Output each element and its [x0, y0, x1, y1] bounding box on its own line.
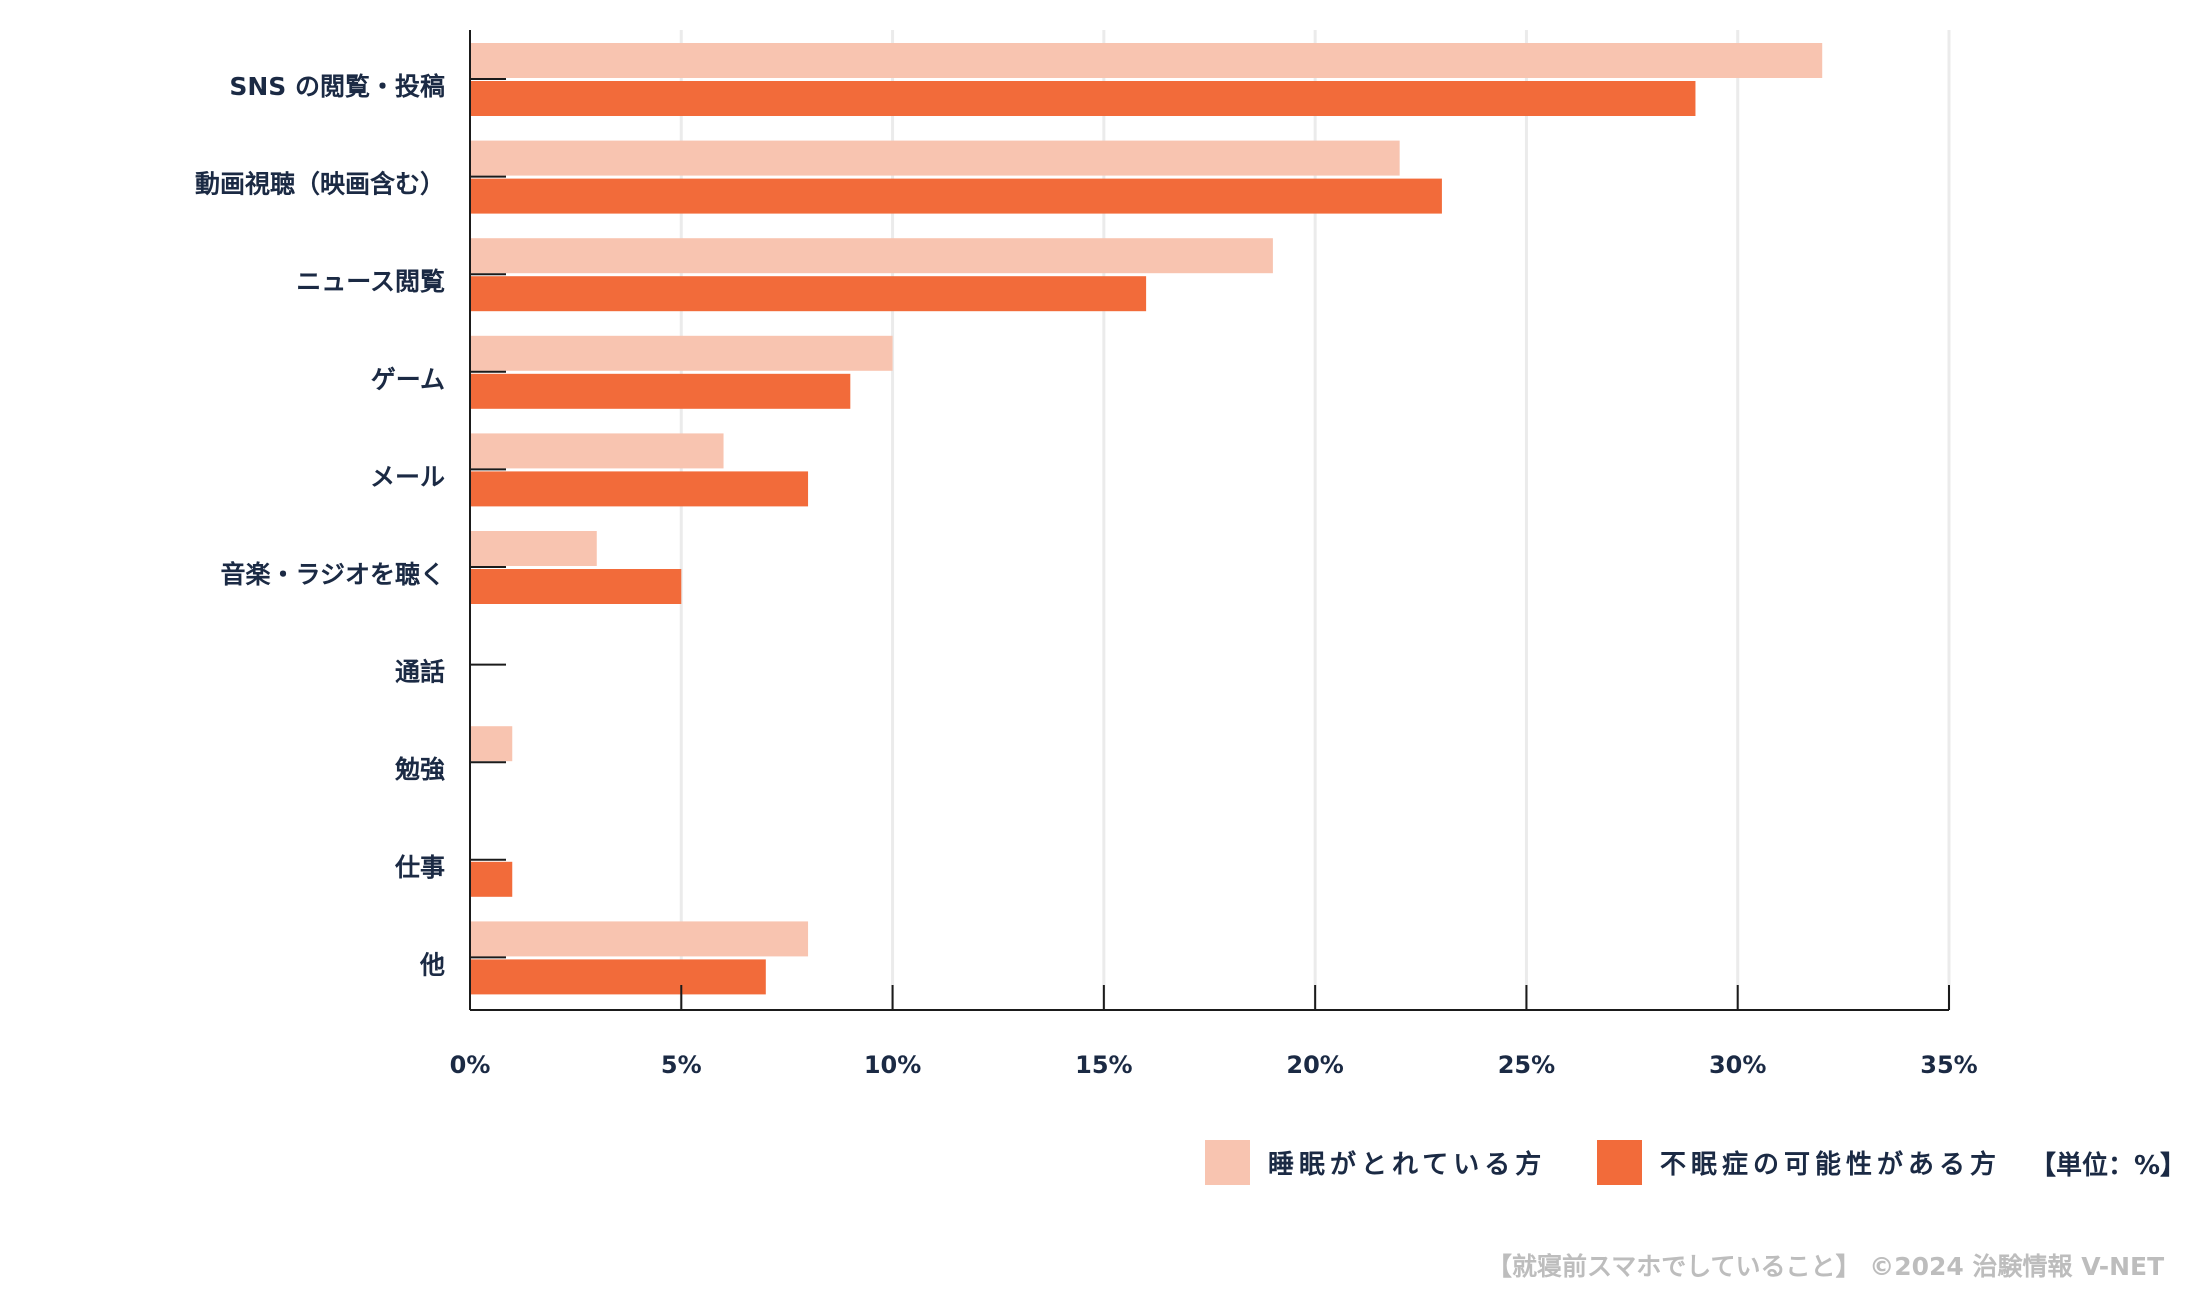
bar-insomnia-possible [470, 959, 766, 995]
legend-label-insomnia-possible: 不眠症の可能性がある方 [1660, 1149, 2001, 1180]
category-label: ニュース閲覧 [296, 267, 445, 296]
legend-swatch-insomnia-possible [1597, 1140, 1642, 1185]
category-label: 勉強 [394, 755, 445, 784]
bar-insomnia-possible [470, 861, 513, 897]
bar-sleeping-well [470, 726, 513, 762]
x-tick-label: 30% [1709, 1051, 1766, 1079]
bars [470, 43, 1823, 995]
footer-credit: 【就寝前スマホでしていること】 ©2024 治験情報 V-NET [1487, 1252, 2164, 1281]
bar-sleeping-well [470, 335, 893, 371]
legend-label-sleeping-well: 睡眠がとれている方 [1268, 1149, 1546, 1180]
unit-note: 【単位：%】 [2030, 1150, 2186, 1181]
category-label: 仕事 [394, 853, 445, 882]
x-tick-label: 5% [661, 1051, 702, 1079]
gridlines [679, 30, 1951, 1010]
category-label: ゲーム [371, 365, 445, 394]
x-tick-label: 0% [450, 1051, 491, 1079]
x-tick-label: 20% [1286, 1051, 1343, 1079]
bar-insomnia-possible [470, 81, 1696, 116]
category-label: 音楽・ラジオを聴く [220, 560, 445, 589]
x-tick-labels: 0% 5% 10% 15% 20% 25% 30% 35% [450, 1051, 1978, 1079]
bar-insomnia-possible [470, 569, 682, 604]
bar-sleeping-well [470, 921, 809, 957]
category-label: メール [370, 462, 445, 491]
category-label: SNS の閲覧・投稿 [229, 72, 445, 101]
bar-insomnia-possible [470, 276, 1147, 312]
category-label: 他 [419, 950, 445, 979]
bar-sleeping-well [470, 140, 1400, 176]
category-label: 通話 [395, 658, 445, 687]
axes [469, 30, 1950, 1011]
bar-insomnia-possible [470, 178, 1442, 214]
legend: 睡眠がとれている方 不眠症の可能性がある方 【単位：%】 [1205, 1140, 2186, 1185]
bar-sleeping-well [470, 433, 724, 469]
x-tick-label: 10% [864, 1051, 921, 1079]
bar-sleeping-well [470, 43, 1823, 78]
bar-sleeping-well [470, 238, 1273, 274]
x-tick-label: 25% [1498, 1051, 1555, 1079]
x-tick-label: 35% [1920, 1051, 1977, 1079]
category-label: 動画視聴（映画含む） [195, 170, 445, 199]
bar-insomnia-possible [470, 471, 809, 507]
legend-swatch-sleeping-well [1205, 1140, 1250, 1185]
bar-sleeping-well [470, 531, 597, 566]
bar-insomnia-possible [470, 373, 851, 409]
x-tick-label: 15% [1075, 1051, 1132, 1079]
